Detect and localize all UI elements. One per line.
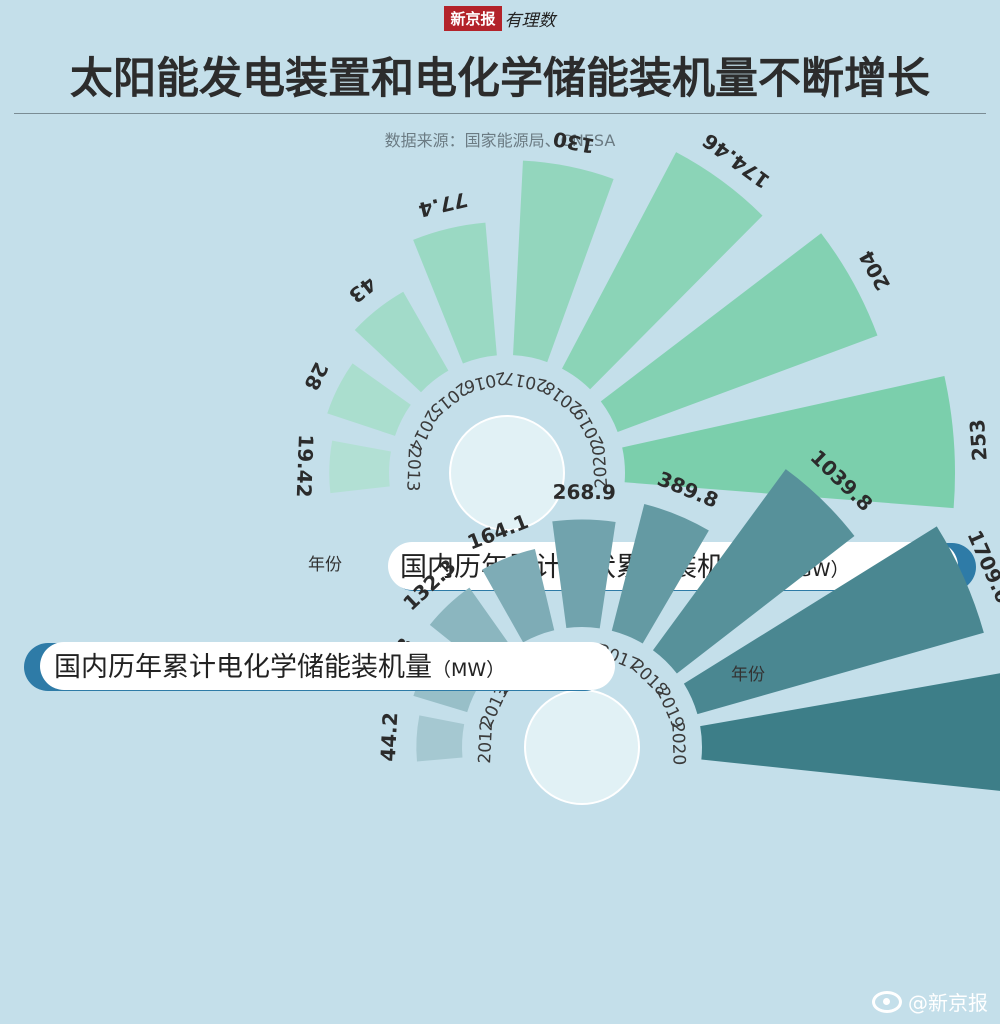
storage-year-axis-label: 年份 [731, 665, 765, 685]
storage-bar-2015 [482, 548, 555, 643]
solar-bar-2016 [413, 222, 497, 364]
weibo-watermark: @新京报 [872, 987, 988, 1016]
storage-chart-title: 国内历年累计电化学储能装机量 [54, 652, 432, 683]
solar-bar-2017 [513, 160, 614, 363]
solar-bar-2015 [354, 291, 449, 393]
solar-value-label: 28 [299, 359, 333, 395]
storage-value-label: 268.9 [552, 480, 615, 505]
solar-value-label: 77.4 [416, 187, 470, 222]
solar-value-label: 130 [551, 127, 597, 159]
title-divider [14, 113, 986, 114]
brand-name: 新京报 [444, 6, 502, 31]
svg-text:国内历年累计电化学储能装机量（MW）: 国内历年累计电化学储能装机量（MW） [54, 652, 505, 683]
storage-bar-2016 [552, 519, 616, 629]
brand-logo: 新京报 有理数 [0, 6, 1000, 31]
solar-year-label: 2020 [589, 444, 612, 489]
solar-bar-2019 [600, 233, 878, 432]
storage-year-label: 2012 [475, 720, 497, 764]
storage-chart-hub [524, 689, 640, 805]
solar-value-label: 204 [854, 246, 895, 294]
solar-value-label: 19.42 [292, 434, 318, 498]
solar-year-axis-label: 年份 [308, 555, 342, 575]
storage-value-label: 44.2 [376, 712, 403, 763]
solar-value-label: 253 [965, 418, 992, 461]
storage-bar-2012 [416, 715, 465, 762]
solar-year-label: 2019 [570, 404, 608, 452]
brand-column-name: 有理数 [504, 11, 556, 31]
storage-bar-2017 [611, 503, 709, 644]
data-source: 数据来源：国家能源局、CNESA [384, 131, 616, 150]
solar-value-label: 43 [344, 272, 381, 308]
storage-year-label: 2020 [667, 722, 688, 766]
weibo-icon [872, 990, 902, 1013]
watermark-text: @新京报 [908, 991, 988, 1015]
storage-bar-2018 [652, 469, 855, 674]
storage-title-pill: 国内历年累计电化学储能装机量（MW） [24, 642, 615, 691]
solar-bar-2013 [329, 440, 391, 494]
storage-chart-unit: （MW） [432, 659, 505, 681]
solar-bar-2020 [622, 376, 955, 509]
storage-bar-2020 [700, 673, 1000, 791]
solar-bar-2014 [327, 363, 411, 436]
solar-year-label: 2013 [402, 448, 423, 492]
page-title: 太阳能发电装置和电化学储能装机量不断增长 [70, 54, 930, 104]
storage-bar-2019 [683, 526, 984, 715]
solar-chart-hub [449, 415, 565, 531]
solar-year-label: 2016 [462, 367, 509, 397]
solar-bar-2018 [562, 152, 763, 390]
